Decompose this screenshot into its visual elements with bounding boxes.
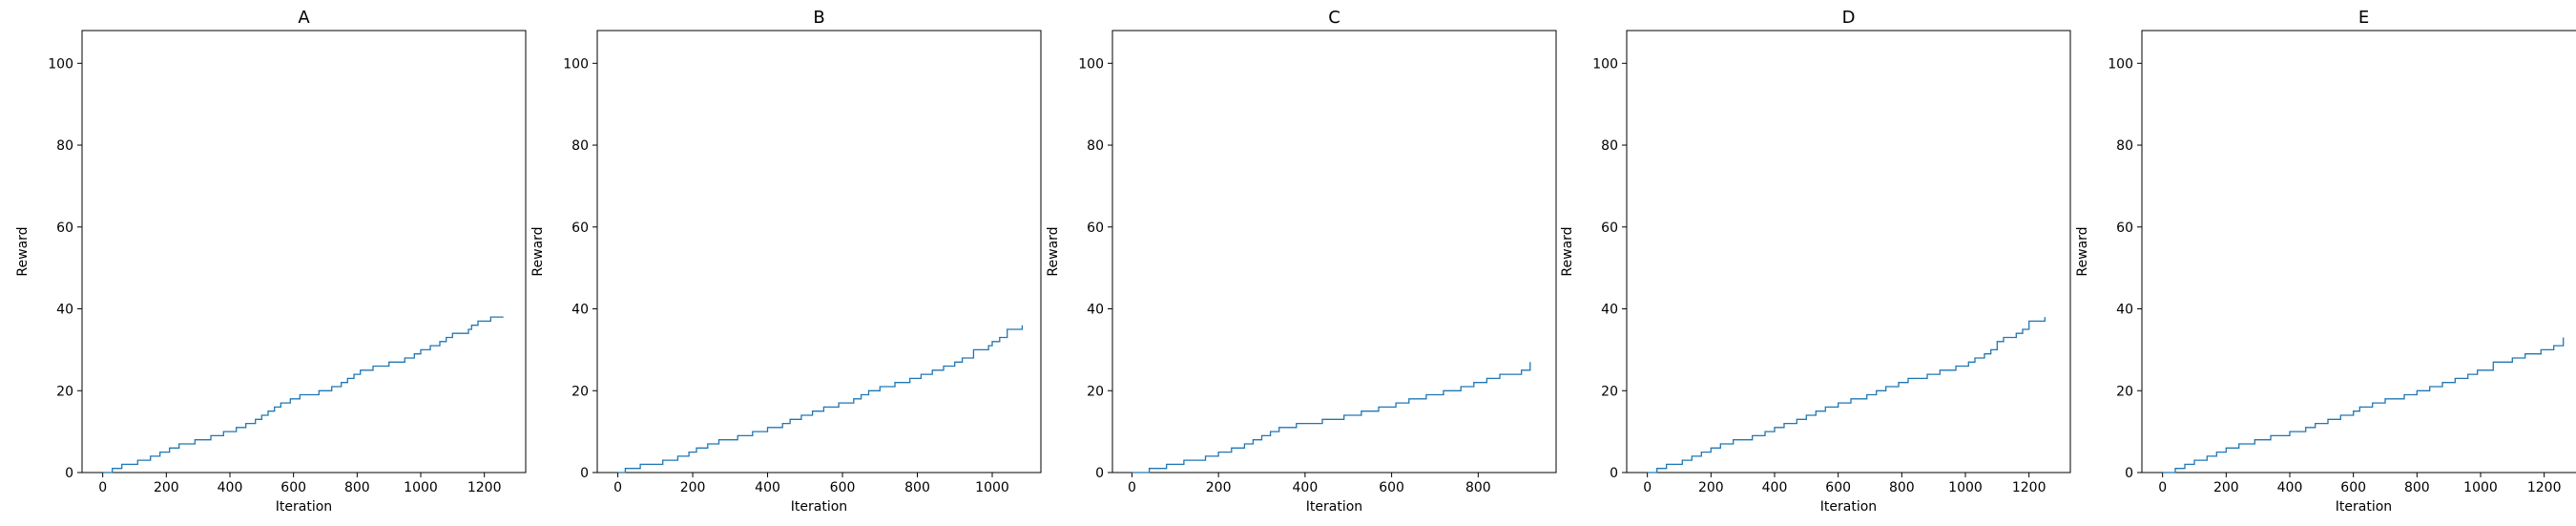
- x-tick-label: 1200: [467, 480, 502, 495]
- plot-frame: [1626, 30, 2071, 473]
- plot-frame: [2141, 30, 2576, 473]
- y-tick-label: 100: [2108, 56, 2133, 72]
- chart-title: B: [813, 8, 824, 28]
- y-tick-label: 60: [1601, 221, 1618, 236]
- series-line-a: [102, 316, 504, 473]
- x-tick-label: 600: [1825, 480, 1851, 495]
- y-axis-label: Reward: [2075, 226, 2090, 276]
- y-tick-label: 0: [580, 466, 589, 481]
- chart-title: D: [1842, 8, 1856, 28]
- y-tick-label: 60: [571, 221, 589, 236]
- y-tick-label: 40: [1087, 303, 1104, 318]
- x-tick-label: 800: [1889, 480, 1915, 495]
- x-tick-label: 1000: [404, 480, 438, 495]
- plot-frame: [596, 30, 1042, 473]
- y-tick-label: 80: [2116, 138, 2133, 154]
- chart-title: A: [298, 8, 310, 28]
- y-tick-label: 80: [56, 138, 73, 154]
- x-tick-label: 200: [1206, 480, 1232, 495]
- chart-panel-e: E 0 200 400 600 800 1000 1200 0 20 40 60 80 100 Iterat…: [2075, 8, 2576, 515]
- x-tick-label: 1000: [1948, 480, 1983, 495]
- y-tick-label: 40: [2116, 303, 2133, 318]
- y-tick-label: 80: [571, 138, 589, 154]
- x-axis-label: Iteration: [1820, 499, 1877, 515]
- x-tick-label: 800: [2404, 480, 2430, 495]
- x-tick-label: 200: [2213, 480, 2239, 495]
- x-axis-label: Iteration: [2336, 499, 2392, 515]
- x-tick-label: 600: [280, 480, 306, 495]
- chart-panel-d: D 0 200 400 600 800 1000 1200 0 20 40 60 80 100 Iterat…: [1560, 8, 2071, 515]
- x-tick-label: 200: [154, 480, 179, 495]
- x-tick-label: 0: [98, 480, 107, 495]
- y-tick-label: 80: [1601, 138, 1618, 154]
- y-tick-label: 40: [571, 303, 589, 318]
- y-tick-label: 100: [1592, 56, 1618, 72]
- y-tick-label: 60: [56, 221, 73, 236]
- x-axis-label: Iteration: [1306, 499, 1362, 515]
- y-tick-label: 40: [1601, 303, 1618, 318]
- series-line-b: [617, 325, 1024, 473]
- chart-title: C: [1328, 8, 1340, 28]
- chart-title: E: [2358, 8, 2369, 28]
- y-tick-label: 20: [1601, 384, 1618, 399]
- chart-panel-b: B 0 200 400 600 800 1000 0 20 40 60 80 100 Iteration R…: [530, 8, 1042, 515]
- y-tick-label: 100: [48, 56, 73, 72]
- x-tick-label: 800: [904, 480, 930, 495]
- y-tick-label: 60: [2116, 221, 2133, 236]
- x-tick-label: 400: [1293, 480, 1319, 495]
- y-tick-label: 20: [2116, 384, 2133, 399]
- chart-panel-a: A 0 200 400 600 800 1000 1200 0 20 40 60 80 100 Iterat…: [15, 8, 527, 515]
- y-tick-label: 100: [563, 56, 589, 72]
- y-axis-label: Reward: [1046, 226, 1061, 276]
- x-tick-label: 400: [755, 480, 780, 495]
- series-line-d: [1647, 317, 2046, 473]
- y-tick-label: 80: [1087, 138, 1104, 154]
- y-axis-label: Reward: [530, 226, 546, 276]
- x-tick-label: 600: [2340, 480, 2366, 495]
- y-tick-label: 60: [1087, 221, 1104, 236]
- x-axis-label: Iteration: [791, 499, 847, 515]
- y-tick-label: 0: [1095, 466, 1104, 481]
- y-tick-label: 20: [571, 384, 589, 399]
- y-tick-label: 100: [1078, 56, 1104, 72]
- series-line-c: [1132, 362, 1531, 473]
- x-tick-label: 200: [680, 480, 706, 495]
- x-tick-label: 800: [1465, 480, 1491, 495]
- x-tick-label: 0: [2158, 480, 2167, 495]
- x-tick-label: 0: [613, 480, 622, 495]
- x-tick-label: 1200: [2527, 480, 2562, 495]
- x-tick-label: 400: [1762, 480, 1788, 495]
- x-tick-label: 0: [1128, 480, 1136, 495]
- plot-frame: [1111, 30, 1557, 473]
- x-tick-label: 400: [2277, 480, 2303, 495]
- x-tick-label: 0: [1643, 480, 1652, 495]
- y-axis-label: Reward: [1560, 226, 1575, 276]
- x-tick-label: 200: [1698, 480, 1724, 495]
- x-axis-label: Iteration: [276, 499, 332, 515]
- x-tick-label: 1000: [975, 480, 1009, 495]
- y-tick-label: 0: [65, 466, 73, 481]
- y-axis-label: Reward: [15, 226, 31, 276]
- y-tick-label: 0: [2125, 466, 2133, 481]
- plot-frame: [81, 30, 527, 473]
- y-tick-label: 20: [1087, 384, 1104, 399]
- series-line-e: [2162, 337, 2565, 473]
- x-tick-label: 800: [344, 480, 370, 495]
- x-tick-label: 600: [1379, 480, 1404, 495]
- x-tick-label: 1000: [2463, 480, 2498, 495]
- x-tick-label: 400: [218, 480, 243, 495]
- x-tick-label: 600: [830, 480, 856, 495]
- y-tick-label: 20: [56, 384, 73, 399]
- x-tick-label: 1200: [2012, 480, 2046, 495]
- y-tick-label: 40: [56, 303, 73, 318]
- chart-panel-c: C 0 200 400 600 800 0 20 40 60 80 100 Iteration Rewar…: [1046, 8, 1557, 515]
- y-tick-label: 0: [1610, 466, 1618, 481]
